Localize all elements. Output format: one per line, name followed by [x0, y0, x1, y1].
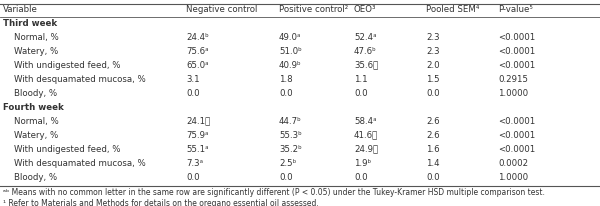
Text: 1.0000: 1.0000: [498, 89, 528, 98]
Text: 75.6ᵃ: 75.6ᵃ: [186, 47, 209, 56]
Text: 1.1: 1.1: [354, 75, 368, 84]
Text: <0.0001: <0.0001: [498, 131, 535, 140]
Text: 1.0000: 1.0000: [498, 173, 528, 182]
Text: 2.5ᵇ: 2.5ᵇ: [279, 159, 296, 168]
Text: 35.6ၣ: 35.6ၣ: [354, 61, 378, 70]
Text: 2.6: 2.6: [426, 117, 440, 126]
Text: 40.9ᵇ: 40.9ᵇ: [279, 61, 302, 70]
Text: 1.9ᵇ: 1.9ᵇ: [354, 159, 371, 168]
Text: 55.1ᵃ: 55.1ᵃ: [186, 145, 209, 154]
Text: Third week: Third week: [3, 19, 57, 28]
Text: With desquamated mucosa, %: With desquamated mucosa, %: [3, 75, 146, 84]
Text: OEO³: OEO³: [354, 5, 377, 14]
Text: 58.4ᵃ: 58.4ᵃ: [354, 117, 377, 126]
Text: <0.0001: <0.0001: [498, 47, 535, 56]
Text: 41.6ၣ: 41.6ၣ: [354, 131, 378, 140]
Text: 0.0: 0.0: [186, 173, 200, 182]
Text: Variable: Variable: [3, 5, 38, 14]
Text: P-value⁵: P-value⁵: [498, 5, 533, 14]
Text: Normal, %: Normal, %: [3, 117, 59, 126]
Text: 0.0: 0.0: [354, 89, 368, 98]
Text: 7.3ᵃ: 7.3ᵃ: [186, 159, 203, 168]
Text: Bloody, %: Bloody, %: [3, 89, 57, 98]
Text: 0.0: 0.0: [426, 173, 440, 182]
Text: 0.0002: 0.0002: [498, 159, 528, 168]
Text: 1.5: 1.5: [426, 75, 440, 84]
Text: 75.9ᵃ: 75.9ᵃ: [186, 131, 208, 140]
Text: 0.0: 0.0: [279, 173, 293, 182]
Text: <0.0001: <0.0001: [498, 33, 535, 42]
Text: With undigested feed, %: With undigested feed, %: [3, 145, 121, 154]
Text: Watery, %: Watery, %: [3, 47, 58, 56]
Text: 35.2ᵇ: 35.2ᵇ: [279, 145, 302, 154]
Text: 2.3: 2.3: [426, 33, 440, 42]
Text: 49.0ᵃ: 49.0ᵃ: [279, 33, 301, 42]
Text: 44.7ᵇ: 44.7ᵇ: [279, 117, 302, 126]
Text: With undigested feed, %: With undigested feed, %: [3, 61, 121, 70]
Text: Normal, %: Normal, %: [3, 33, 59, 42]
Text: ᵃᵇ Means with no common letter in the same row are significantly different (P < : ᵃᵇ Means with no common letter in the sa…: [3, 188, 545, 197]
Text: Pooled SEM⁴: Pooled SEM⁴: [426, 5, 479, 14]
Text: 0.0: 0.0: [426, 89, 440, 98]
Text: With desquamated mucosa, %: With desquamated mucosa, %: [3, 159, 146, 168]
Text: <0.0001: <0.0001: [498, 117, 535, 126]
Text: 24.4ᵇ: 24.4ᵇ: [186, 33, 209, 42]
Text: 0.0: 0.0: [354, 173, 368, 182]
Text: <0.0001: <0.0001: [498, 145, 535, 154]
Text: ¹ Refer to Materials and Methods for details on the oregano essential oil assess: ¹ Refer to Materials and Methods for det…: [3, 199, 319, 206]
Text: 1.4: 1.4: [426, 159, 440, 168]
Text: 2.6: 2.6: [426, 131, 440, 140]
Text: 47.6ᵇ: 47.6ᵇ: [354, 47, 377, 56]
Text: Fourth week: Fourth week: [3, 103, 64, 112]
Text: 0.0: 0.0: [279, 89, 293, 98]
Text: 1.6: 1.6: [426, 145, 440, 154]
Text: Watery, %: Watery, %: [3, 131, 58, 140]
Text: 0.2915: 0.2915: [498, 75, 528, 84]
Text: Bloody, %: Bloody, %: [3, 173, 57, 182]
Text: 0.0: 0.0: [186, 89, 200, 98]
Text: 52.4ᵃ: 52.4ᵃ: [354, 33, 377, 42]
Text: Positive control²: Positive control²: [279, 5, 348, 14]
Text: Negative control: Negative control: [186, 5, 257, 14]
Text: <0.0001: <0.0001: [498, 61, 535, 70]
Text: 55.3ᵇ: 55.3ᵇ: [279, 131, 302, 140]
Text: 51.0ᵇ: 51.0ᵇ: [279, 47, 302, 56]
Text: 1.8: 1.8: [279, 75, 293, 84]
Text: 3.1: 3.1: [186, 75, 200, 84]
Text: 65.0ᵃ: 65.0ᵃ: [186, 61, 209, 70]
Text: 24.1ၣ: 24.1ၣ: [186, 117, 210, 126]
Text: 2.0: 2.0: [426, 61, 440, 70]
Text: 2.3: 2.3: [426, 47, 440, 56]
Text: 24.9ၣ: 24.9ၣ: [354, 145, 378, 154]
